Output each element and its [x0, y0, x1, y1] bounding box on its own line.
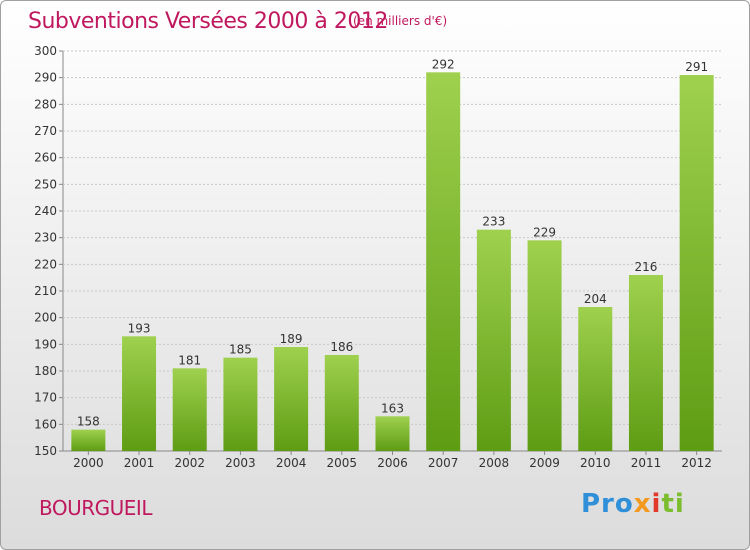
bar-value-label: 216	[635, 260, 658, 274]
x-tick-label: 2009	[529, 456, 560, 470]
bar-value-label: 185	[229, 343, 252, 357]
bar-value-label: 291	[685, 60, 708, 74]
y-tick-label: 260	[34, 151, 57, 165]
bar	[578, 307, 613, 451]
bar	[172, 368, 207, 451]
y-tick-label: 170	[34, 391, 57, 405]
x-tick-label: 2008	[479, 456, 510, 470]
bar-chart: 150 160 170 180 190 200 210 220 230 240 250 260 270 2…	[34, 44, 722, 470]
y-tick-label: 250	[34, 177, 57, 191]
bar-value-label: 158	[77, 415, 100, 429]
bar-value-label: 181	[178, 353, 201, 367]
bar	[324, 355, 359, 451]
y-tick-label: 200	[34, 311, 57, 325]
chart-unit: (en milliers d'€)	[353, 14, 448, 28]
y-tick-label: 280	[34, 97, 57, 111]
bar	[628, 275, 663, 451]
chart-title: Subventions Versées 2000 à 2012	[28, 9, 388, 34]
bar	[426, 72, 461, 451]
commune-name: BOURGUEIL	[39, 496, 152, 520]
x-tick-label: 2001	[124, 456, 155, 470]
y-tick-label: 240	[34, 204, 57, 218]
bar-value-label: 233	[482, 215, 505, 229]
y-tick-label: 220	[34, 257, 57, 271]
x-tick-label: 2005	[327, 456, 358, 470]
proxiti-logo: Proxiti	[581, 489, 685, 519]
bar	[274, 347, 309, 451]
y-tick-label: 270	[34, 124, 57, 138]
bar-value-label: 186	[330, 340, 353, 354]
y-tick-label: 210	[34, 284, 57, 298]
x-tick-label: 2007	[428, 456, 459, 470]
bar-value-label: 229	[533, 225, 556, 239]
bar	[527, 240, 562, 451]
bar-value-label: 193	[128, 321, 151, 335]
x-tick-label: 2010	[580, 456, 611, 470]
y-tick-label: 230	[34, 231, 57, 245]
bar-value-label: 163	[381, 401, 404, 415]
bar-value-label: 204	[584, 292, 607, 306]
x-tick-label: 2012	[681, 456, 712, 470]
y-tick-label: 150	[34, 444, 57, 458]
bar	[71, 429, 106, 451]
bar	[122, 336, 157, 451]
y-tick-label: 160	[34, 417, 57, 431]
bar	[476, 229, 511, 451]
x-tick-label: 2004	[276, 456, 307, 470]
x-tick-label: 2003	[225, 456, 256, 470]
bar	[375, 416, 410, 451]
bar-value-label: 189	[280, 332, 303, 346]
x-tick-label: 2000	[73, 456, 104, 470]
y-tick-label: 190	[34, 337, 57, 351]
bar	[679, 75, 714, 451]
bar-value-label: 292	[432, 57, 455, 71]
x-tick-label: 2011	[631, 456, 662, 470]
bar	[223, 357, 258, 451]
x-tick-label: 2002	[174, 456, 205, 470]
x-tick-label: 2006	[377, 456, 408, 470]
y-tick-label: 290	[34, 71, 57, 85]
y-tick-label: 300	[34, 44, 57, 58]
y-tick-label: 180	[34, 364, 57, 378]
